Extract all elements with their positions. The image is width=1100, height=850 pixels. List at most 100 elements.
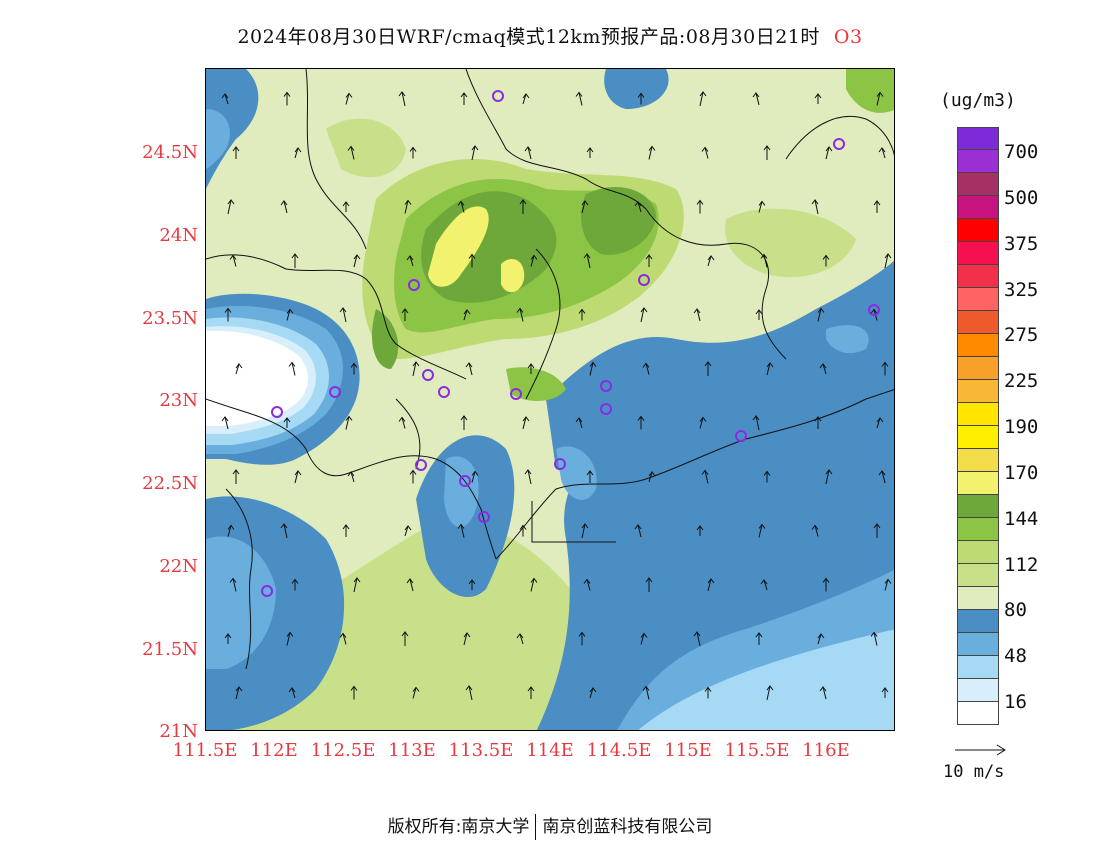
wind-arrow-head bbox=[286, 308, 294, 314]
wind-arrow-head bbox=[760, 253, 768, 259]
wind-arrow-head bbox=[463, 632, 471, 638]
wind-arrow bbox=[530, 255, 535, 267]
wind-arrow-head bbox=[696, 199, 704, 205]
wind-arrow-head bbox=[339, 632, 347, 638]
wind-arrow bbox=[412, 687, 417, 699]
legend-swatch bbox=[958, 380, 998, 403]
wind-arrow-head bbox=[586, 470, 594, 476]
lon-label-114: 114E bbox=[526, 740, 574, 761]
wind-arrow bbox=[471, 471, 476, 483]
wind-arrow-head bbox=[884, 578, 892, 584]
wind-arrow-head bbox=[465, 362, 473, 368]
wind-arrow-head bbox=[401, 308, 409, 314]
legend-tick-225: 225 bbox=[1004, 370, 1039, 392]
wind-arrow-head bbox=[353, 577, 361, 583]
pollutant-label: O3 bbox=[833, 26, 863, 48]
wind-arrow bbox=[881, 147, 886, 159]
wind-arrow bbox=[648, 146, 653, 160]
station-marker bbox=[492, 90, 504, 102]
station-marker bbox=[735, 430, 747, 442]
wind-arrow-head bbox=[825, 146, 833, 152]
wind-arrow bbox=[353, 254, 358, 268]
legend-tick-375: 375 bbox=[1004, 233, 1039, 255]
wind-arrow-head bbox=[822, 577, 830, 583]
station-marker bbox=[868, 304, 880, 316]
legend-tick-700: 700 bbox=[1004, 141, 1039, 163]
wind-arrow bbox=[227, 525, 232, 537]
station-marker bbox=[459, 475, 471, 487]
wind-arrow-head bbox=[876, 417, 884, 423]
wind-arrow bbox=[291, 362, 296, 376]
wind-arrow bbox=[755, 415, 760, 431]
wind-arrow bbox=[412, 361, 417, 377]
lon-label-113: 113E bbox=[388, 740, 436, 761]
wind-arrow bbox=[640, 307, 645, 323]
wind-arrow-head bbox=[693, 308, 701, 314]
wind-arrow-head bbox=[758, 523, 766, 529]
copyright-right: 南京创蓝科技有限公司 bbox=[542, 817, 713, 837]
wind-arrow-head bbox=[409, 146, 417, 152]
wind-arrow-head bbox=[468, 253, 476, 259]
wind-arrow bbox=[766, 362, 771, 376]
wind-arrow-head bbox=[460, 92, 468, 98]
wind-arrow-head bbox=[280, 200, 288, 206]
wind-arrow bbox=[696, 308, 701, 322]
wind-arrow-head bbox=[291, 253, 299, 259]
wind-arrow-head bbox=[229, 577, 237, 583]
legend-swatch bbox=[958, 679, 998, 702]
wind-arrow-head bbox=[232, 469, 240, 475]
concentration-field bbox=[206, 69, 894, 730]
wind-arrow-head bbox=[583, 253, 591, 259]
wind-arrow-head bbox=[232, 146, 240, 152]
wind-arrow-head bbox=[645, 254, 653, 260]
forecast-map bbox=[205, 68, 895, 731]
wind-arrow bbox=[460, 524, 465, 538]
wind-arrow-head bbox=[522, 93, 530, 99]
wind-arrow-head bbox=[873, 523, 881, 529]
wind-arrow-head bbox=[412, 686, 420, 692]
wind-arrow-head bbox=[227, 199, 235, 205]
lon-label-111-5: 111.5E bbox=[172, 740, 238, 761]
wind-arrow bbox=[350, 146, 355, 160]
station-markers bbox=[261, 90, 880, 597]
wind-arrow bbox=[645, 686, 650, 700]
wind-arrow bbox=[876, 92, 881, 106]
legend-swatch bbox=[958, 334, 998, 357]
wind-arrow bbox=[648, 471, 653, 483]
legend-swatch bbox=[958, 357, 998, 380]
lon-label-116: 116E bbox=[802, 740, 850, 761]
wind-arrow-head bbox=[342, 201, 350, 207]
wind-arrow-head bbox=[814, 93, 822, 99]
wind-arrow bbox=[758, 524, 763, 538]
lon-label-112: 112E bbox=[250, 740, 298, 761]
wind-arrow bbox=[345, 93, 350, 105]
legend-swatch bbox=[958, 587, 998, 610]
lon-label-112-5: 112.5E bbox=[310, 740, 376, 761]
station-marker bbox=[438, 386, 450, 398]
wind-arrow-head bbox=[640, 632, 648, 638]
wind-arrow bbox=[704, 147, 709, 159]
wind-arrow-head bbox=[468, 579, 476, 585]
wind-arrow-head bbox=[524, 469, 532, 475]
wind-arrow bbox=[763, 579, 768, 591]
legend-tick-325: 325 bbox=[1004, 279, 1039, 301]
wind-arrow-head bbox=[642, 685, 650, 691]
wind-arrow bbox=[763, 254, 768, 268]
wind-reference-arrow bbox=[955, 744, 1006, 756]
legend-tick-144: 144 bbox=[1004, 508, 1039, 530]
wind-arrow-head bbox=[465, 685, 473, 691]
wind-arrow bbox=[519, 308, 524, 322]
wind-arrow-head bbox=[345, 92, 353, 98]
wind-arrow-head bbox=[283, 91, 291, 97]
wind-arrow-head bbox=[575, 91, 583, 97]
wind-arrow-head bbox=[221, 93, 229, 99]
wind-arrow-head bbox=[519, 524, 527, 530]
wind-arrow bbox=[589, 362, 594, 376]
wind-arrow-head bbox=[288, 361, 296, 367]
wind-arrow-head bbox=[471, 145, 479, 151]
wind-arrow bbox=[578, 92, 583, 106]
wind-arrow-head bbox=[589, 687, 597, 693]
wind-arrow bbox=[645, 363, 650, 375]
legend-tick-170: 170 bbox=[1004, 462, 1039, 484]
map-title: 2024年08月30日WRF/cmaq模式12km预报产品:08月30日21时 O… bbox=[0, 22, 1100, 49]
